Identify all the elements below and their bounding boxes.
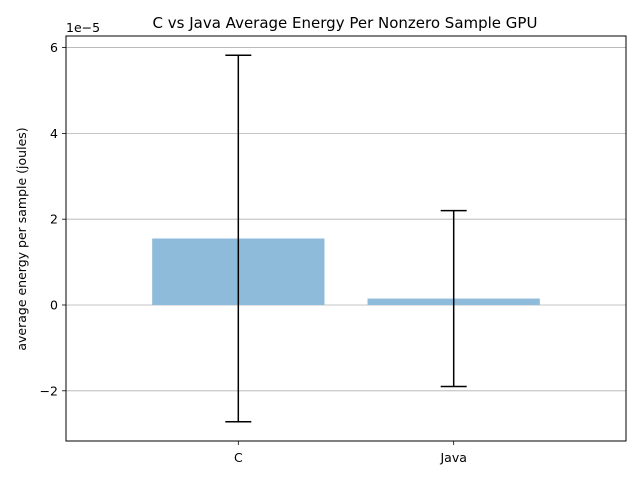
ticks: −2 0 2 4 6 C Java [40, 40, 467, 465]
y-tick-label: 4 [50, 126, 58, 141]
chart-title: C vs Java Average Energy Per Nonzero Sam… [153, 14, 538, 32]
bars [152, 238, 540, 305]
error-bar-java [440, 209, 467, 388]
y-tick-label: −2 [40, 383, 58, 398]
y-offset-label: 1e−5 [66, 20, 100, 35]
y-axis-label: average energy per sample (joules) [14, 127, 29, 350]
y-tick-label: 6 [50, 40, 58, 55]
y-tick-label: 0 [50, 297, 58, 312]
grid-lines [66, 47, 626, 392]
error-bars [225, 54, 467, 423]
y-tick-label: 2 [50, 212, 58, 227]
x-tick-label: C [234, 450, 243, 465]
plot-frame [65, 35, 627, 442]
x-tick-label: Java [439, 450, 466, 465]
error-bar-c [225, 54, 252, 423]
